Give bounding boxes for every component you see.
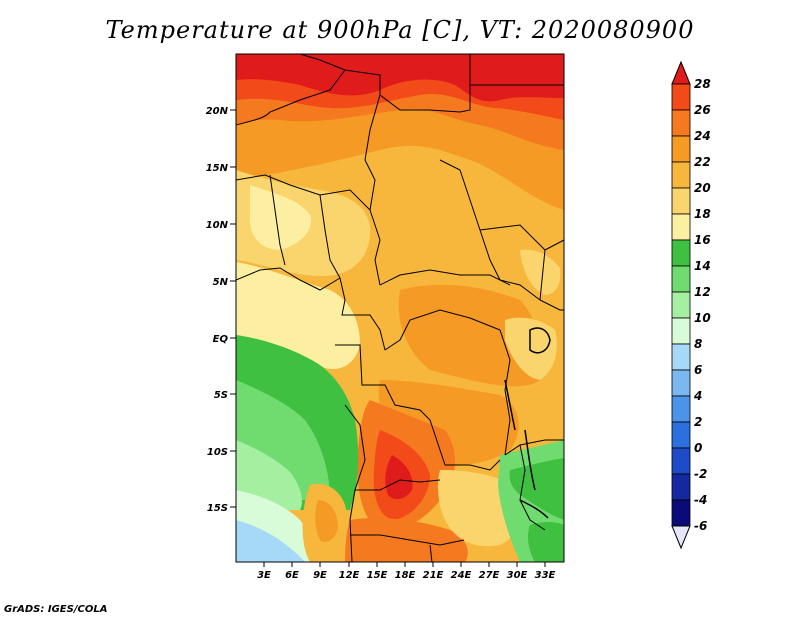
longitude-axis: 3E 6E 9E 12E 15E 18E 21E 24E 27E 30E 33E	[257, 562, 556, 581]
lon-label: 18E	[395, 570, 416, 581]
lat-label: 5N	[213, 277, 229, 288]
colorbar-segment	[671, 473, 691, 501]
colorbar-segment	[671, 395, 691, 423]
colorbar-segment	[671, 213, 691, 241]
colorbar-label: -2	[694, 467, 707, 481]
colorbar-label: 14	[694, 259, 711, 273]
colorbar-segment	[671, 135, 691, 163]
colorbar-label: 10	[694, 311, 711, 325]
map-frame	[235, 53, 565, 563]
colorbar-segment	[671, 291, 691, 319]
colorbar-label: 12	[694, 285, 711, 299]
lat-label: 15S	[207, 503, 228, 514]
lat-label: 10N	[206, 220, 229, 231]
colorbar-label: 22	[694, 155, 711, 169]
colorbar-label: 0	[694, 441, 702, 455]
colorbar-segment	[671, 109, 691, 137]
lat-label: 5S	[214, 390, 228, 401]
colorbar-arrow-bottom	[671, 525, 691, 550]
colorbar-label: -4	[694, 493, 707, 507]
colorbar-segment	[671, 499, 691, 527]
colorbar-segment	[671, 161, 691, 189]
colorbar-segment	[671, 369, 691, 397]
lakes	[504, 327, 551, 519]
lon-label: 3E	[257, 570, 271, 581]
colorbar-segment	[671, 83, 691, 111]
colorbar-label: 28	[694, 77, 711, 91]
colorbar-segment	[671, 421, 691, 449]
map-title: Temperature at 900hPa [C], VT: 202008090…	[105, 16, 695, 44]
lat-label: EQ	[213, 334, 229, 345]
colorbar-segment	[671, 265, 691, 293]
grads-credit: GrADS: IGES/COLA	[4, 604, 108, 615]
country-boundaries	[236, 54, 564, 562]
colorbar-label: 8	[694, 337, 702, 351]
colorbar-label: 24	[694, 129, 711, 143]
temperature-field	[236, 54, 564, 562]
colorbar-label: 2	[694, 415, 702, 429]
lon-label: 24E	[451, 570, 472, 581]
lon-label: 6E	[285, 570, 299, 581]
lat-label: 10S	[207, 447, 228, 458]
lon-label: 21E	[423, 570, 444, 581]
latitude-axis: 20N 15N 10N 5N EQ 5S 10S 15S	[206, 106, 236, 514]
colorbar-segment	[671, 343, 691, 371]
colorbar-label: 26	[694, 103, 711, 117]
colorbar-segment	[671, 317, 691, 345]
colorbar-arrow-top	[671, 60, 691, 85]
lon-label: 9E	[313, 570, 327, 581]
colorbar-segment	[671, 447, 691, 475]
lon-label: 12E	[339, 570, 360, 581]
colorbar-label: 6	[694, 363, 702, 377]
colorbar-label: 20	[694, 181, 711, 195]
lon-label: 30E	[507, 570, 528, 581]
colorbar-label: 18	[694, 207, 711, 221]
colorbar-segment	[671, 187, 691, 215]
lon-label: 27E	[479, 570, 500, 581]
colorbar-label: 4	[693, 389, 702, 403]
lon-label: 15E	[367, 570, 388, 581]
colorbar-segment	[671, 239, 691, 267]
lat-label: 20N	[206, 106, 229, 117]
colorbar-label: 16	[694, 233, 711, 247]
colorbar-label: -6	[694, 519, 707, 533]
lat-label: 15N	[206, 163, 229, 174]
lon-label: 33E	[535, 570, 556, 581]
